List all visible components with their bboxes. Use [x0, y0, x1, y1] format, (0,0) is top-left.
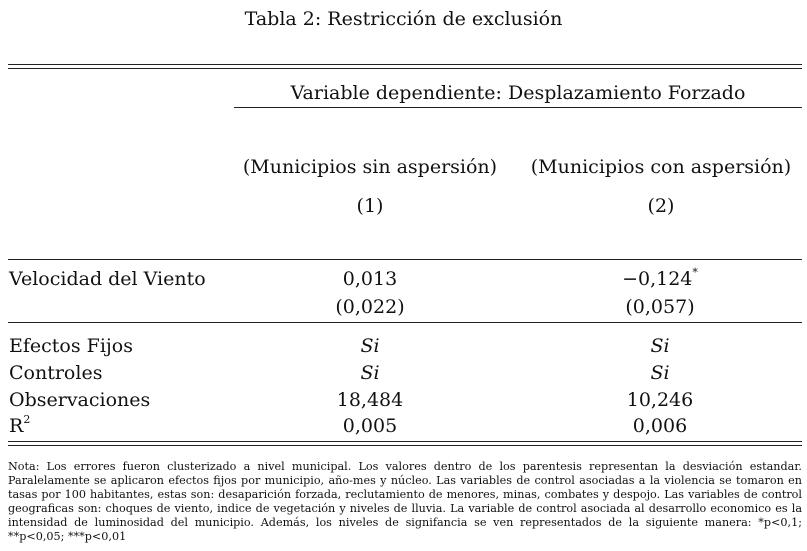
fixed-effects-1: Si	[360, 335, 380, 357]
top-rule-2	[8, 68, 802, 69]
row-label-observations: Observaciones	[9, 389, 151, 411]
row-label-r2: R2	[9, 413, 31, 437]
wind-se-2: (0,057)	[625, 296, 695, 318]
column-1-header: (Municipios sin aspersión)	[242, 156, 498, 178]
coef-rule	[8, 322, 802, 323]
observations-1: 18,484	[336, 389, 404, 411]
observations-2: 10,246	[626, 389, 694, 411]
table-title: Tabla 2: Restricción de exclusión	[244, 8, 563, 30]
r2-2: 0,006	[632, 415, 688, 437]
wind-coef-1: 0,013	[342, 268, 398, 290]
r2-1: 0,005	[342, 415, 398, 437]
dependent-variable-header: Variable dependiente: Desplazamiento For…	[290, 82, 746, 104]
bottom-rule-2	[8, 445, 802, 446]
dependent-variable-rule	[234, 107, 802, 108]
controls-1: Si	[360, 362, 380, 384]
column-1-number: (1)	[356, 195, 384, 217]
wind-se-1: (0,022)	[335, 296, 405, 318]
header-rule	[8, 259, 802, 260]
wind-coef-2: −0,124*	[590, 266, 730, 290]
top-rule-1	[8, 64, 802, 65]
fixed-effects-2: Si	[650, 335, 670, 357]
bottom-rule-1	[8, 441, 802, 442]
controls-2: Si	[650, 362, 670, 384]
row-label-controls: Controles	[9, 362, 103, 384]
r2-label-text: R	[9, 415, 24, 437]
row-label-wind: Velocidad del Viento	[9, 268, 206, 290]
column-2-header: (Municipios con aspersión)	[530, 156, 792, 178]
table-note: Nota: Los errores fueron clusterizado a …	[8, 460, 802, 543]
wind-coef-2-value: −0,124	[622, 268, 693, 290]
r2-superscript: 2	[23, 413, 31, 426]
column-2-number: (2)	[647, 195, 675, 217]
significance-star: *	[692, 266, 698, 279]
row-label-fixed-effects: Efectos Fijos	[9, 335, 133, 357]
